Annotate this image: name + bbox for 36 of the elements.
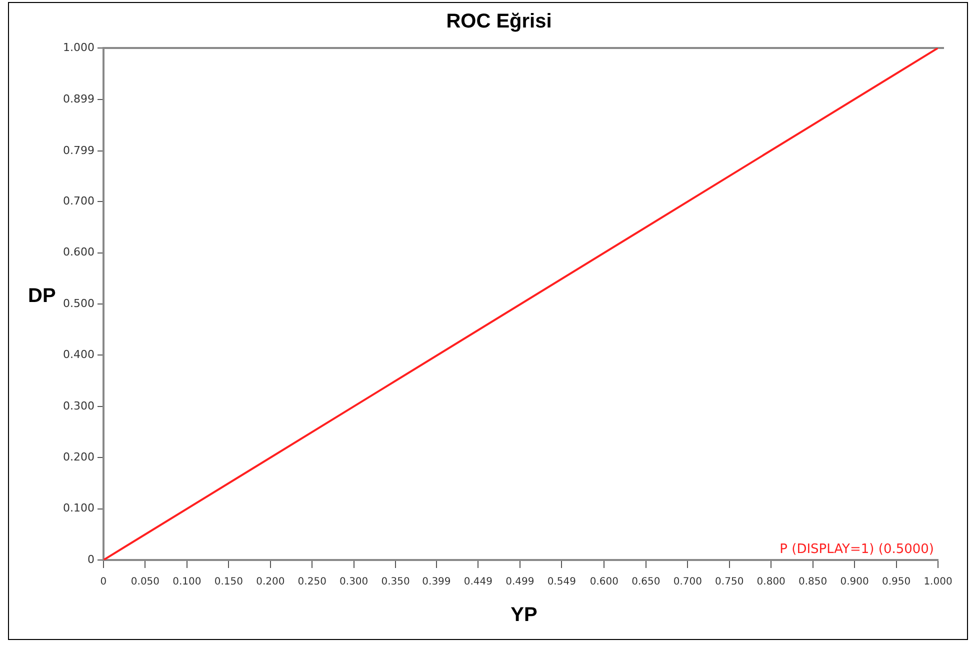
y-tick-label: 0.899 [62, 92, 94, 106]
y-tick-label: 0.700 [62, 194, 94, 208]
x-tick-label: 0.950 [882, 576, 911, 588]
text: P (DISPLAY=1) (0.5000) [780, 542, 934, 557]
x-tick-label: 0.449 [464, 576, 493, 588]
x-tick-label: 0.700 [673, 576, 702, 588]
x-tick-label: 0.350 [381, 576, 410, 588]
y-tick-label: 1.000 [62, 40, 94, 54]
x-tick-label: 0.549 [547, 576, 576, 588]
y-tick-label: 0.300 [62, 399, 94, 412]
x-tick-label: 0.100 [172, 576, 202, 588]
x-tick-label: 0.850 [798, 576, 828, 588]
x-axis-title: YP [510, 604, 538, 627]
x-tick-label: 0.200 [256, 576, 285, 588]
x-tick-label: 0.650 [632, 576, 660, 588]
x-tick-label: 0 [100, 576, 107, 588]
x-tick-label: 0.399 [422, 576, 451, 588]
x-tick-label: 1.000 [924, 576, 952, 588]
x-tick-label: 0.300 [340, 576, 368, 588]
y-tick-label: 0.600 [62, 246, 94, 259]
x-tick-label: 0.250 [298, 576, 326, 588]
y-tick-label: 0 [87, 552, 94, 566]
x-tick-label: 0.800 [756, 576, 786, 588]
y-axis-title: DP [28, 285, 56, 308]
y-tick-label: 0.799 [62, 144, 94, 157]
y-tick-label: 0.100 [62, 502, 94, 515]
x-tick-label: 0.900 [840, 576, 869, 588]
y-tick-label: 0.400 [62, 348, 94, 362]
x-tick-label: 0.050 [130, 576, 160, 588]
y-tick-label: 0.200 [62, 450, 94, 464]
y-tick-label: 0.500 [62, 296, 94, 310]
chart-title: ROC Eğrisi [446, 10, 552, 33]
x-tick-label: 0.150 [214, 576, 243, 588]
x-tick-label: 0.499 [506, 576, 534, 588]
x-tick-label: 0.600 [590, 576, 619, 588]
x-tick-label: 0.750 [715, 576, 744, 588]
